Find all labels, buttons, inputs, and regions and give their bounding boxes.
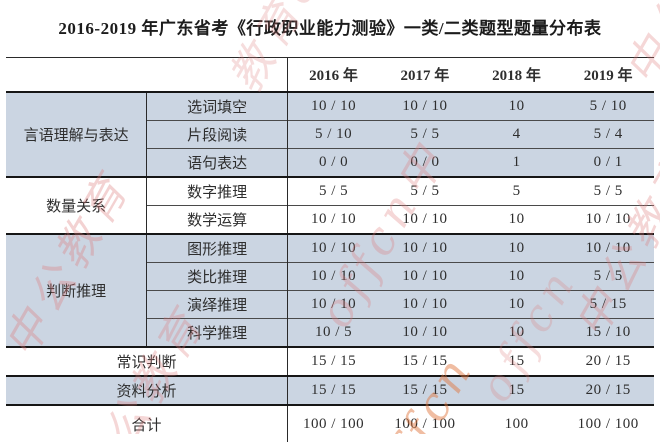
- value-cell: 10 / 10: [287, 290, 380, 319]
- value-cell: 10 / 10: [379, 290, 471, 319]
- value-cell: 10: [470, 233, 563, 263]
- value-cell: 15: [470, 375, 563, 405]
- table-row: 言语理解与表达 选词填空 10 / 10 10 / 10 10 5 / 10: [6, 91, 654, 177]
- total-row: 合计 100 / 100 100 / 100 100 100 / 100: [6, 404, 654, 442]
- summary-row: 资料分析 15 / 15 15 / 15 15 20 / 15: [6, 375, 654, 405]
- value-cell: 20 / 15: [562, 375, 654, 405]
- page-title: 2016-2019 年广东省考《行政职业能力测验》一类/二类题型题量分布表: [58, 19, 602, 38]
- subtype-label: 数字推理: [146, 176, 288, 206]
- year-header-2016: 2016 年: [309, 68, 358, 84]
- value-cell: 100 / 100: [287, 404, 380, 442]
- subtype-label: 选词填空: [146, 91, 288, 121]
- value-cell: 15 / 15: [287, 375, 380, 405]
- value-cell: 15 / 15: [379, 375, 471, 405]
- value-cell: 5 / 5: [379, 176, 471, 206]
- value-cell: 10 / 10: [287, 233, 380, 263]
- subtype-label: 科学推理: [146, 318, 288, 347]
- value-cell: 100 / 100: [379, 404, 471, 442]
- value-cell: 10 / 5: [287, 318, 380, 347]
- value-cell: 20 / 15: [562, 346, 654, 376]
- value-cell: 10 / 10: [562, 205, 654, 234]
- value-cell: 1: [470, 148, 563, 177]
- value-cell: 10 / 10: [379, 233, 471, 263]
- value-cell: 0 / 1: [562, 148, 654, 177]
- value-cell: 10: [470, 205, 563, 234]
- group-label: 数量关系: [6, 176, 148, 234]
- value-cell: 10 / 10: [379, 318, 471, 347]
- value-cell: 5 / 10: [287, 120, 380, 149]
- value-cell: 5 / 5: [562, 176, 654, 206]
- value-cell: 10 / 10: [379, 205, 471, 234]
- year-header-2019: 2019 年: [583, 68, 633, 84]
- value-cell: 10: [470, 290, 563, 319]
- year-header-2018: 2018 年: [492, 68, 541, 84]
- table-row: 科学推理 10 / 5 10 / 10 10 15 / 10: [6, 318, 654, 347]
- exam-distribution-table: 2016 年 2017 年 2018 年 2019 年 言语理解与表达 选词填空 10 /…: [6, 57, 654, 442]
- value-cell: 5 / 5: [562, 262, 654, 291]
- value-cell: 5: [470, 176, 563, 206]
- table-row: 判断推理 图形推理 10 / 10 10 / 10 10 10 / 10: [6, 233, 654, 347]
- subtype-label: 片段阅读: [146, 120, 288, 149]
- header-row: 2016 年 2017 年 2018 年 2019 年: [6, 57, 654, 92]
- subtype-label: 演绎推理: [146, 290, 288, 319]
- value-cell: 15 / 10: [562, 318, 654, 347]
- value-cell: 10 / 10: [379, 91, 471, 121]
- summary-row: 常识判断 15 / 15 15 / 15 15 20 / 15: [6, 346, 654, 376]
- summary-label: 常识判断: [6, 346, 288, 376]
- value-cell: 10: [470, 91, 563, 121]
- value-cell: 4: [470, 120, 563, 149]
- summary-label: 资料分析: [6, 375, 288, 405]
- value-cell: 5 / 15: [562, 290, 654, 319]
- value-cell: 0 / 0: [287, 148, 380, 177]
- year-header-2017: 2017 年: [400, 68, 450, 84]
- value-cell: 10: [470, 318, 563, 347]
- value-cell: 5 / 5: [379, 120, 471, 149]
- value-cell: 15 / 15: [379, 346, 471, 376]
- table-row: 数学运算 10 / 10 10 / 10 10 10 / 10: [6, 205, 654, 234]
- value-cell: 100 / 100: [562, 404, 654, 442]
- value-cell: 100: [470, 404, 563, 442]
- value-cell: 5 / 5: [287, 176, 380, 206]
- group-label: 判断推理: [6, 233, 148, 347]
- value-cell: 5 / 10: [562, 91, 654, 121]
- value-cell: 10 / 10: [562, 233, 654, 263]
- value-cell: 10 / 10: [287, 262, 380, 291]
- subtype-label: 图形推理: [146, 233, 288, 263]
- value-cell: 5 / 4: [562, 120, 654, 149]
- table-body: 言语理解与表达 选词填空 10 / 10 10 / 10 10 5 / 10 片段阅读 5 /…: [6, 91, 654, 442]
- value-cell: 10 / 10: [379, 262, 471, 291]
- summary-label: 合计: [6, 404, 288, 442]
- table-header: 2016 年 2017 年 2018 年 2019 年: [6, 57, 654, 92]
- subtype-label: 类比推理: [146, 262, 288, 291]
- value-cell: 15 / 15: [287, 346, 380, 376]
- group-label: 言语理解与表达: [6, 91, 148, 177]
- table-row: 演绎推理 10 / 10 10 / 10 10 5 / 15: [6, 290, 654, 319]
- subtype-label: 数学运算: [146, 205, 288, 234]
- subtype-label: 语句表达: [146, 148, 288, 177]
- value-cell: 10: [470, 262, 563, 291]
- value-cell: 15: [470, 346, 563, 376]
- table-row: 类比推理 10 / 10 10 / 10 10 5 / 5: [6, 262, 654, 291]
- value-cell: 10 / 10: [287, 91, 380, 121]
- corner-cell: [6, 57, 288, 92]
- value-cell: 0 / 0: [379, 148, 471, 177]
- value-cell: 10 / 10: [287, 205, 380, 234]
